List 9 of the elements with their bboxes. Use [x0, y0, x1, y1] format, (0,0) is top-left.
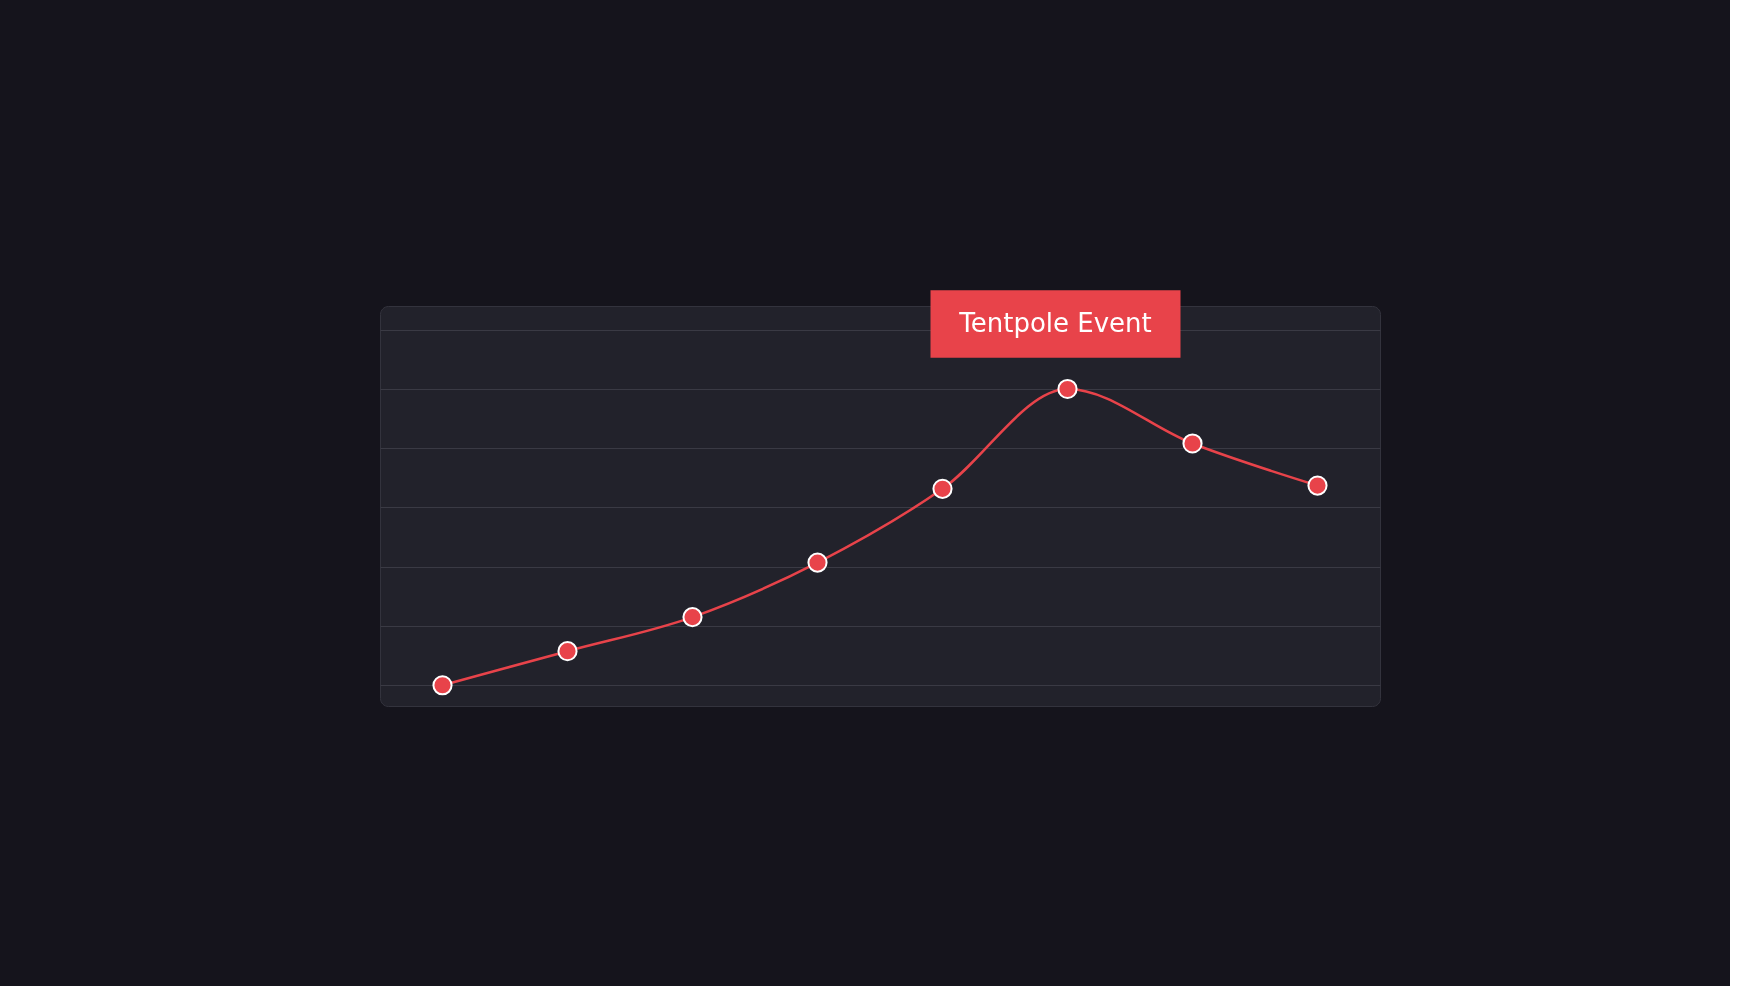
- point: [682, 607, 703, 628]
- annotation: Tentpole Event: [958, 307, 1152, 338]
- point: [932, 478, 953, 499]
- point: [1182, 433, 1203, 454]
- point: [557, 641, 578, 662]
- point: [807, 552, 828, 573]
- point: [1307, 475, 1328, 496]
- point: [1057, 378, 1078, 400]
- point: [432, 675, 453, 696]
